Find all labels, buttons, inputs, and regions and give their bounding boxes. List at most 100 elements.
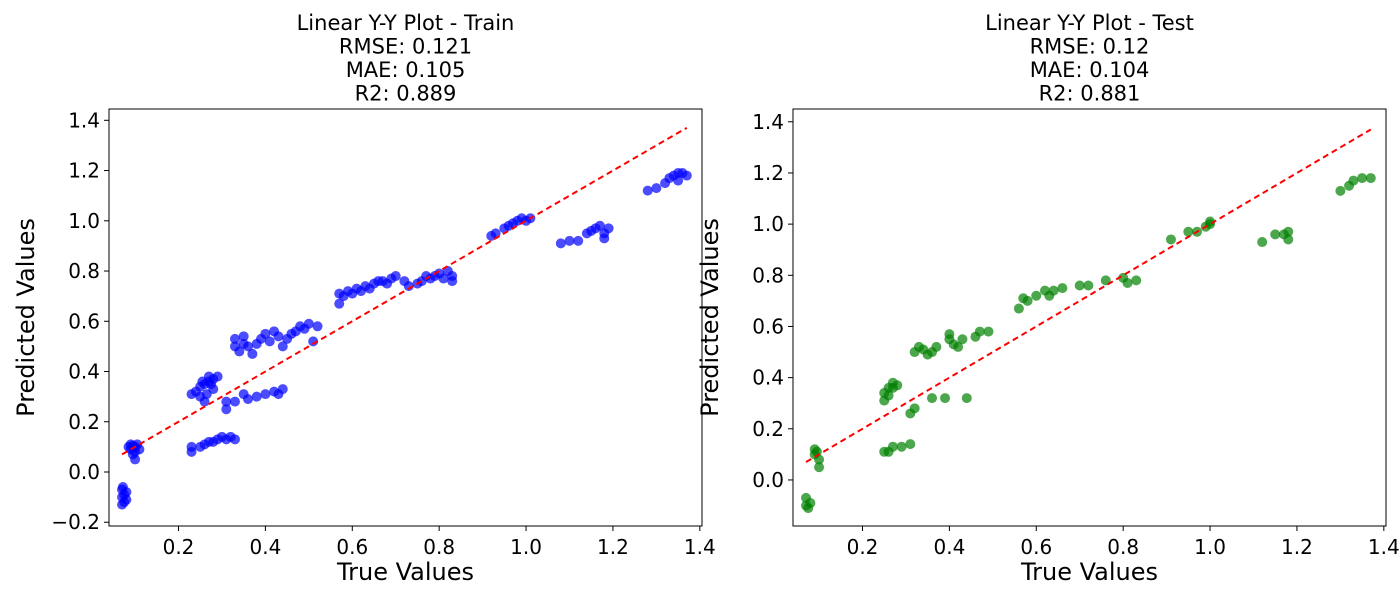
train-point	[229, 434, 240, 445]
train-x-tick-label: 1.4	[684, 535, 716, 559]
test-points	[801, 173, 1376, 514]
test-title-line-2: MAE: 0.104	[1030, 58, 1150, 82]
test-point	[1205, 216, 1216, 227]
test-point	[1283, 234, 1294, 245]
train-point	[673, 175, 684, 186]
train-point	[221, 404, 232, 415]
train-point	[243, 394, 254, 405]
train-point	[260, 389, 271, 400]
train-point	[229, 333, 240, 344]
train-point	[251, 391, 262, 402]
train-point	[247, 348, 258, 359]
test-point	[1057, 283, 1068, 294]
test-y-tick-label: 0.6	[752, 314, 784, 338]
train-point	[130, 454, 141, 465]
train-point	[599, 233, 610, 244]
train-point	[199, 396, 210, 407]
test-title-line-3: R2: 0.881	[1039, 82, 1141, 106]
test-point	[1031, 290, 1042, 301]
test-x-tick-label: 0.2	[847, 535, 879, 559]
test-y-tick-label: 1.2	[752, 161, 784, 185]
test-point	[1257, 237, 1268, 248]
train-point	[212, 371, 223, 382]
train-point	[642, 185, 653, 196]
test-x-tick-label: 1.4	[1368, 535, 1400, 559]
train-point	[403, 281, 414, 292]
test-point	[1283, 226, 1294, 237]
train-point	[312, 321, 323, 332]
test-point	[909, 403, 920, 414]
test-y-tick-label: 0.8	[752, 263, 784, 287]
test-y-tick-label: 1.0	[752, 212, 784, 236]
test-y-tick-label: 1.4	[752, 110, 784, 134]
test-x-axis-label: True Values	[1020, 558, 1158, 586]
test-y-axis-label: Predicted Values	[696, 218, 724, 417]
test-point	[931, 341, 942, 352]
test-y-tick-label: 0.2	[752, 417, 784, 441]
train-x-tick-label: 0.4	[249, 535, 281, 559]
train-point	[303, 318, 314, 329]
train-point	[117, 482, 128, 493]
test-point	[1131, 275, 1142, 286]
train-point	[334, 298, 345, 309]
test-point	[896, 441, 907, 452]
train-point	[651, 183, 662, 194]
test-title-line-0: Linear Y-Y Plot - Test	[985, 11, 1194, 35]
train-x-tick-label: 0.2	[163, 535, 195, 559]
train-point	[201, 389, 212, 400]
test-point	[953, 341, 964, 352]
test-x-tick-label: 0.4	[933, 535, 965, 559]
test-point	[1165, 234, 1176, 245]
train-x-tick-label: 1.2	[597, 535, 629, 559]
test-point	[927, 393, 938, 404]
test-point	[814, 462, 825, 473]
test-axes-frame	[792, 108, 1387, 527]
train-point	[681, 170, 692, 181]
train-title-line-2: MAE: 0.105	[346, 58, 466, 82]
train-y-tick-label: 0.6	[68, 309, 100, 333]
train-point	[127, 440, 138, 451]
test-x-tick-label: 0.8	[1107, 535, 1139, 559]
test-point	[905, 439, 916, 450]
test-point	[944, 329, 955, 340]
test-title-line-1: RMSE: 0.12	[1030, 35, 1150, 59]
train-point	[260, 328, 271, 339]
train-point	[308, 336, 319, 347]
train-y-tick-label: 0.8	[68, 259, 100, 283]
train-y-axis-label: Predicted Values	[12, 218, 40, 417]
train-point	[121, 494, 132, 505]
test-point	[1270, 229, 1281, 240]
train-reference-line	[121, 126, 688, 456]
test-point	[974, 326, 985, 337]
train-title-line-0: Linear Y-Y Plot - Train	[297, 11, 515, 35]
train-title-line-3: R2: 0.889	[355, 82, 457, 106]
test-x-tick-label: 0.6	[1020, 535, 1052, 559]
test-point	[1013, 303, 1024, 314]
test-x-tick-label: 1.0	[1194, 535, 1226, 559]
train-point	[564, 235, 575, 246]
train-title-line-1: RMSE: 0.121	[339, 35, 472, 59]
train-point	[186, 441, 197, 452]
train-point	[390, 271, 401, 282]
train-point	[573, 235, 584, 246]
train-point	[555, 238, 566, 249]
train-point	[234, 346, 245, 357]
train-point	[221, 396, 232, 407]
test-point	[892, 380, 903, 391]
train-y-tick-label: 0.0	[68, 460, 100, 484]
train-point	[673, 168, 684, 179]
train-y-tick-label: 1.2	[68, 159, 100, 183]
train-point	[447, 276, 458, 287]
train-point	[273, 331, 284, 342]
train-point	[243, 341, 254, 352]
train-x-axis-label: True Values	[336, 558, 474, 586]
train-point	[238, 331, 249, 342]
test-reference-line	[805, 128, 1372, 463]
train-y-tick-label: 0.2	[68, 410, 100, 434]
test-point	[1335, 185, 1346, 196]
test-point	[1083, 280, 1094, 291]
train-x-tick-label: 1.0	[510, 535, 542, 559]
test-point	[961, 393, 972, 404]
